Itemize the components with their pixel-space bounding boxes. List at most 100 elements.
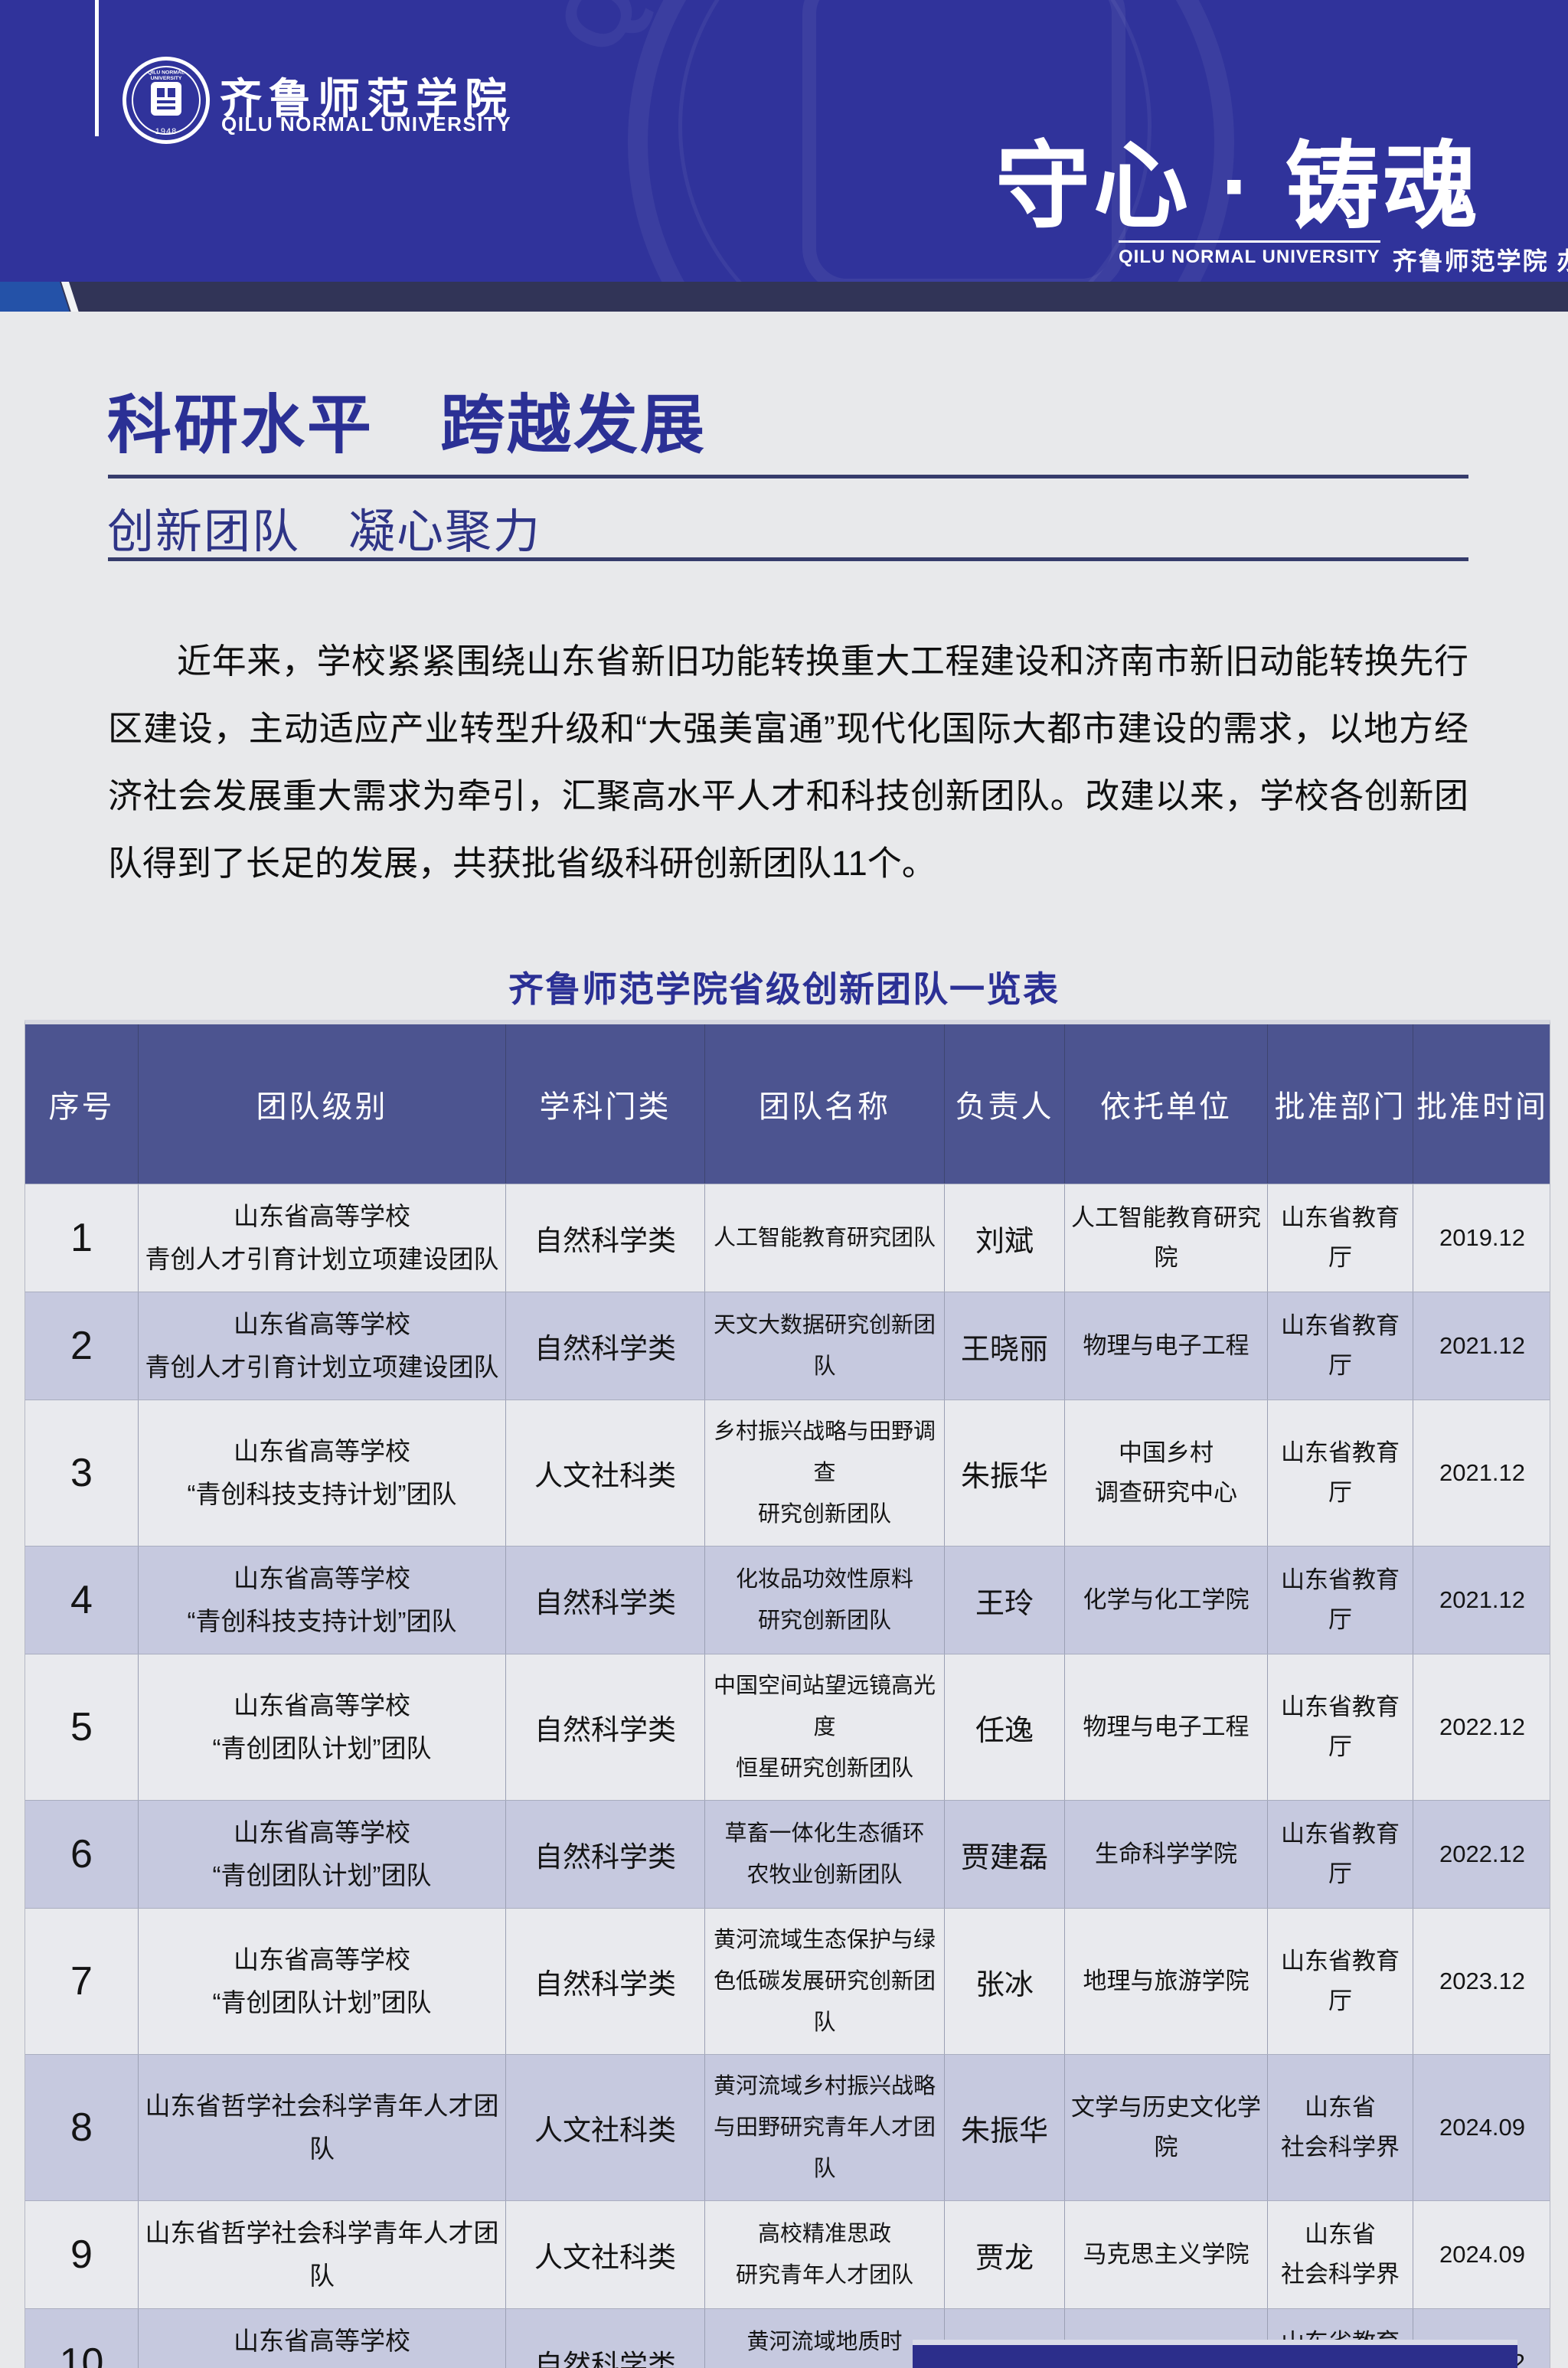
table-cell: 3 <box>25 1400 139 1546</box>
table-cell-line: 青创人才引育计划立项建设团队 <box>145 1245 499 1273</box>
table-cell: 2021.12 <box>1413 1400 1551 1546</box>
table-header-row: 序号 团队级别 学科门类 团队名称 负责人 依托单位 批准部门 批准时间 <box>25 1024 1550 1184</box>
table-cell-line: 4 <box>70 1578 93 1622</box>
table-cell: 山东省教育厅 <box>1268 1801 1413 1908</box>
table-cell-line: 草畜一体化生态循环 <box>724 1821 925 1846</box>
table-cell-line: 文学与历史文化学院 <box>1071 2094 1261 2161</box>
table-row: 8 山东省哲学社会科学青年人才团队 人文社科类 黄河流域乡村振兴战略 与田野研究青年人才… <box>25 2054 1550 2200</box>
table-cell-line: 研究青年人才团队 <box>735 2263 913 2288</box>
table-cell-line: 恒星研究创新团队 <box>735 1756 913 1781</box>
logo-inner-ring-icon <box>132 66 201 135</box>
table-cell-line: 山东省教育厅 <box>1281 1694 1400 1760</box>
table-cell-line: 与田野研究青年人才团队 <box>713 2115 936 2181</box>
table-cell-line: 2021.12 <box>1439 1332 1526 1359</box>
table-cell-line: 山东省哲学社会科学青年人才团队 <box>145 2092 499 2163</box>
table-cell-line: 任逸 <box>975 1714 1034 1747</box>
table-cell-line: 山东省 <box>1305 2094 1376 2121</box>
table-cell: 王晓丽 <box>945 1292 1065 1400</box>
table-cell-line: 山东省高等学校 <box>234 1310 410 1338</box>
table-cell-line: 朱振华 <box>960 2115 1048 2148</box>
table-cell: 6 <box>25 1801 139 1908</box>
university-logo-icon: QILU NORMAL UNIVERSITY 1948 <box>122 57 210 144</box>
table-cell-line: 物理与电子工程 <box>1083 1713 1250 1740</box>
table-cell: 刘斌 <box>945 1184 1065 1292</box>
table-cell-line: 调查研究中心 <box>1095 1479 1237 1506</box>
table-row: 9 山东省哲学社会科学青年人才团队 人文社科类 高校精准思政 研究青年人才团队 贾龙 马克思… <box>25 2200 1550 2308</box>
table-cell-line: 2021.12 <box>1439 1586 1526 1613</box>
table-cell-line: 5 <box>70 1705 93 1749</box>
table-cell: 乡村振兴战略与田野调查 研究创新团队 <box>705 1400 945 1546</box>
table-cell-line: 3 <box>70 1451 93 1495</box>
banner-subtitle: QILU NORMAL UNIVERSITY 齐鲁师范学院 办学成就展 <box>1119 240 1568 277</box>
table-row: 6 山东省高等学校 “青创团队计划”团队 自然科学类 草畜一体化生态循环 农牧业创新团队贾… <box>25 1800 1550 1908</box>
table-header-cell: 依托单位 <box>1065 1024 1268 1184</box>
table-cell-line: 色低碳发展研究创新团队 <box>713 1969 936 2035</box>
table-cell: 人工智能教育研究团队 <box>705 1184 945 1292</box>
table-cell-line: 黄河流域乡村振兴战略 <box>713 2074 936 2099</box>
table-cell-line: 山东省教育厅 <box>1281 1204 1400 1271</box>
table-cell-line: 域变化研究创新团队 <box>724 2363 924 2368</box>
table-cell-line: 王晓丽 <box>960 1333 1048 1366</box>
table-cell-line: 2023.12 <box>1439 1968 1526 1994</box>
table-cell: 自然科学类 <box>506 1801 705 1908</box>
decorative-band <box>0 282 1568 312</box>
table-cell-line: 山东省高等学校 <box>234 1691 410 1720</box>
table-cell-line: 2022.12 <box>1439 1713 1526 1740</box>
table-cell: 马克思主义学院 <box>1065 2201 1268 2308</box>
table-cell-line: 黄河流域生态保护与绿 <box>713 1928 936 1952</box>
header-banner: QILU NORMAL UNIVERSITY QILU NORMAL UNIVE… <box>0 0 1568 282</box>
table-cell: 张冰 <box>945 1909 1065 2054</box>
table-cell-line: 山东省高等学校 <box>234 1945 410 1974</box>
table-cell-line: 7 <box>70 1959 93 2004</box>
table-cell: 2021.12 <box>1413 1547 1551 1654</box>
table-cell: 山东省高等学校 “青创科技支持计划”团队 <box>139 1400 506 1546</box>
table-cell: 地理与旅游学院 <box>1065 1909 1268 2054</box>
table-cell-line: 6 <box>70 1832 93 1876</box>
table-cell-line: 人文社科类 <box>534 2242 676 2273</box>
table-header-cell: 团队名称 <box>705 1024 945 1184</box>
table-cell-line: 山东省高等学校 <box>234 1818 410 1847</box>
table-row: 3 山东省高等学校 “青创科技支持计划”团队 人文社科类 乡村振兴战略与田野调查 研究创新… <box>25 1400 1550 1546</box>
table-cell: 贾建磊 <box>945 1801 1065 1908</box>
table-cell: 自然科学类 <box>506 2309 705 2368</box>
watermark-seal-inner-ring-icon <box>678 0 1152 282</box>
table-body: 1 山东省高等学校 青创人才引育计划立项建设团队 自然科学类 人工智能教育研究团队 刘斌人… <box>25 1184 1550 2368</box>
table-cell: 文学与历史文化学院 <box>1065 2055 1268 2200</box>
table-cell-line: 自然科学类 <box>534 1841 676 1873</box>
table-cell-line: 自然科学类 <box>534 1587 676 1618</box>
bottom-blue-bar-icon <box>913 2340 1517 2368</box>
table-cell: 中国空间站望远镜高光度 恒星研究创新团队 <box>705 1654 945 1800</box>
table-cell: 天文大数据研究创新团队 <box>705 1292 945 1400</box>
table-cell-line: 2022.12 <box>1439 1841 1526 1867</box>
table-cell: 化学与化工学院 <box>1065 1547 1268 1654</box>
table-cell-line: “青创团队计划”团队 <box>212 1988 432 2017</box>
table-cell: 山东省高等学校 “青创团队计划”团队 <box>139 1801 506 1908</box>
innovation-teams-table: 序号 团队级别 学科门类 团队名称 负责人 依托单位 批准部门 批准时间 1 山东省高等学校 青创… <box>24 1020 1550 2368</box>
table-cell-line: 2021.12 <box>1439 1459 1526 1486</box>
table-cell: 物理与电子工程 <box>1065 1654 1268 1800</box>
table-cell-line: 中国乡村 <box>1119 1439 1214 1466</box>
table-cell: 生命科学学院 <box>1065 1801 1268 1908</box>
table-cell-line: 研究创新团队 <box>757 1609 891 1633</box>
divider <box>108 475 1468 478</box>
table-cell: 山东省教育厅 <box>1268 1654 1413 1800</box>
table-cell: 山东省高等学校 青创人才引育计划立项建设团队 <box>139 1292 506 1400</box>
table-cell-line: 山东省教育厅 <box>1281 1312 1400 1379</box>
logo-ring-text: QILU NORMAL UNIVERSITY <box>148 69 185 81</box>
table-cell: 山东省高等学校 “青创科技支持计划”团队 <box>139 1547 506 1654</box>
table-cell-line: 研究创新团队 <box>757 1502 891 1527</box>
table-cell-line: 山东省高等学校 <box>234 1564 410 1592</box>
logo-seal-icon <box>151 82 181 116</box>
table-cell-line: “青创团队计划”团队 <box>212 1734 432 1762</box>
table-cell: 2019.12 <box>1413 1184 1551 1292</box>
watermark-seal-square-icon <box>802 0 1125 282</box>
table-cell-line: “青创科技支持计划”团队 <box>187 1480 457 1508</box>
banner-subtitle-cn: 齐鲁师范学院 办学成就展 <box>1392 247 1568 275</box>
table-cell: 自然科学类 <box>506 1184 705 1292</box>
divider <box>95 0 99 136</box>
table-cell-line: 人工智能教育研究团队 <box>713 1226 936 1250</box>
table-cell-line: 物理与电子工程 <box>1083 1332 1250 1359</box>
table-cell-line: 10 <box>59 2340 104 2368</box>
table-cell: 山东省教育厅 <box>1268 1909 1413 2054</box>
table-cell: 人文社科类 <box>506 2201 705 2308</box>
